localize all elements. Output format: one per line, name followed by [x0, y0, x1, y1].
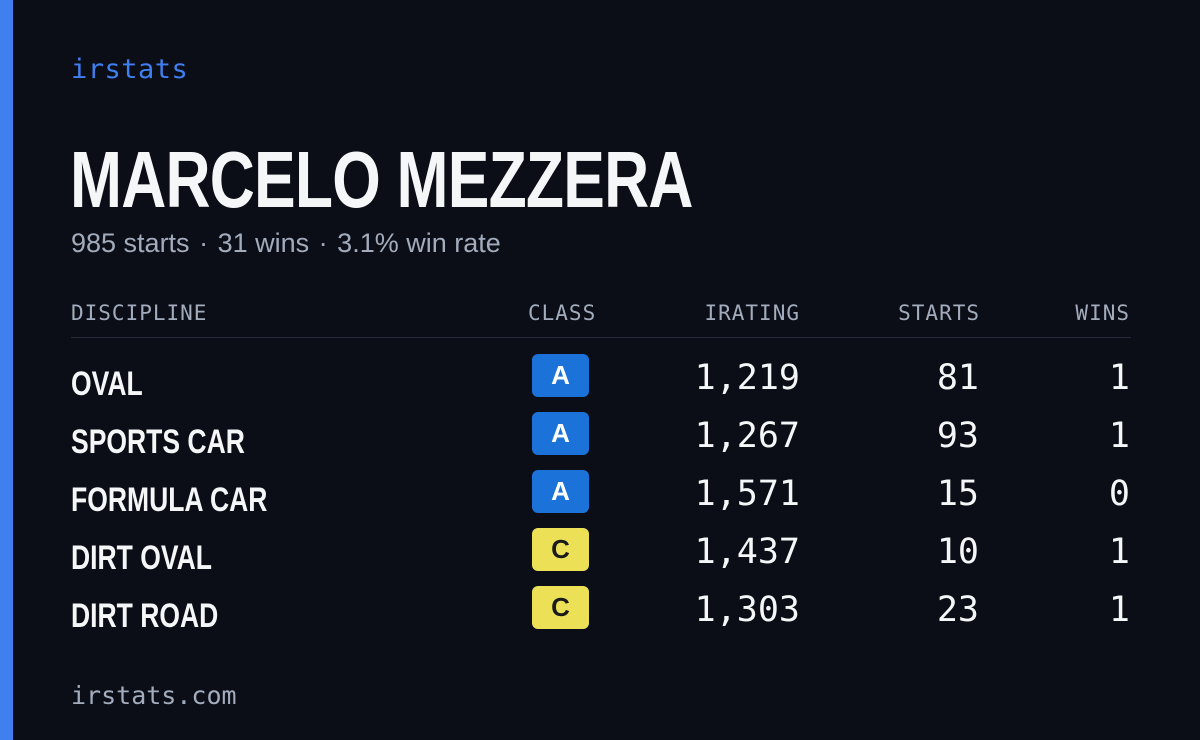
wins-value: 1 — [1108, 358, 1130, 398]
discipline-table: OVAL A 1,219 81 1 SPORTS CAR A 1,267 93 … — [71, 350, 1131, 640]
discipline-name: SPORTS CAR — [71, 423, 245, 461]
wins-value: 1 — [1108, 416, 1130, 456]
starts-value: 23 — [936, 590, 979, 630]
class-badge: A — [532, 354, 589, 397]
wins-summary: 31 wins — [217, 228, 310, 258]
discipline-name: OVAL — [71, 365, 143, 403]
discipline-name: DIRT ROAD — [71, 597, 219, 635]
driver-name: MARCELO MEZZERA — [70, 135, 693, 224]
table-header: DISCIPLINE CLASS IRATING STARTS WINS — [71, 300, 1131, 338]
header-discipline: DISCIPLINE — [71, 301, 208, 325]
starts-value: 10 — [936, 532, 979, 572]
header-starts: STARTS — [898, 301, 980, 325]
irating-value: 1,219 — [694, 358, 800, 398]
table-row: DIRT ROAD C 1,303 23 1 — [71, 582, 1131, 640]
discipline-name: DIRT OVAL — [71, 539, 212, 577]
table-row: FORMULA CAR A 1,571 15 0 — [71, 466, 1131, 524]
class-badge: C — [532, 586, 589, 629]
wins-value: 1 — [1108, 532, 1130, 572]
irating-value: 1,303 — [694, 590, 800, 630]
irating-value: 1,437 — [694, 532, 800, 572]
starts-value: 81 — [936, 358, 979, 398]
wins-value: 1 — [1108, 590, 1130, 630]
separator-dot: · — [199, 228, 209, 258]
starts-value: 93 — [936, 416, 979, 456]
class-badge: A — [532, 470, 589, 513]
class-badge: C — [532, 528, 589, 571]
driver-summary: 985 starts · 31 wins · 3.1% win rate — [71, 228, 501, 259]
starts-value: 15 — [936, 474, 979, 514]
table-row: SPORTS CAR A 1,267 93 1 — [71, 408, 1131, 466]
accent-bar — [0, 0, 13, 740]
separator-dot: · — [318, 228, 328, 258]
class-badge: A — [532, 412, 589, 455]
header-irating: IRATING — [704, 301, 800, 325]
table-row: DIRT OVAL C 1,437 10 1 — [71, 524, 1131, 582]
header-wins: WINS — [1075, 301, 1130, 325]
table-row: OVAL A 1,219 81 1 — [71, 350, 1131, 408]
discipline-name: FORMULA CAR — [71, 481, 268, 519]
header-class: CLASS — [528, 301, 597, 325]
footer-url[interactable]: irstats.com — [71, 681, 237, 710]
irating-value: 1,267 — [694, 416, 800, 456]
win-rate-summary: 3.1% win rate — [337, 228, 501, 258]
irating-value: 1,571 — [694, 474, 800, 514]
starts-summary: 985 starts — [71, 228, 190, 258]
wins-value: 0 — [1108, 474, 1130, 514]
brand-logo-text[interactable]: irstats — [71, 54, 189, 85]
